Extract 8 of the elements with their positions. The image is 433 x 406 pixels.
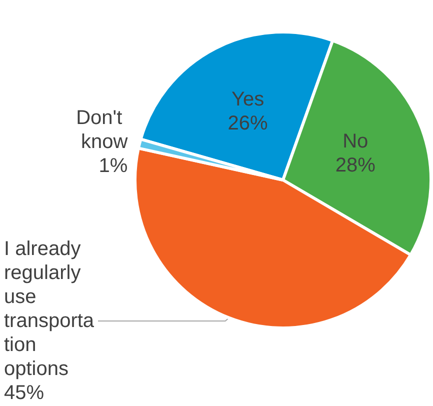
slice-label: No	[342, 130, 368, 153]
slice-label: Don't know	[76, 107, 128, 154]
data-label: 45%	[4, 382, 44, 404]
data-label: 1%	[98, 155, 128, 178]
slice-label: I already regularly use transportation options	[4, 238, 95, 380]
slice-label: Yes	[231, 88, 264, 111]
data-label: 28%	[335, 154, 376, 177]
data-label: 26%	[228, 112, 268, 135]
